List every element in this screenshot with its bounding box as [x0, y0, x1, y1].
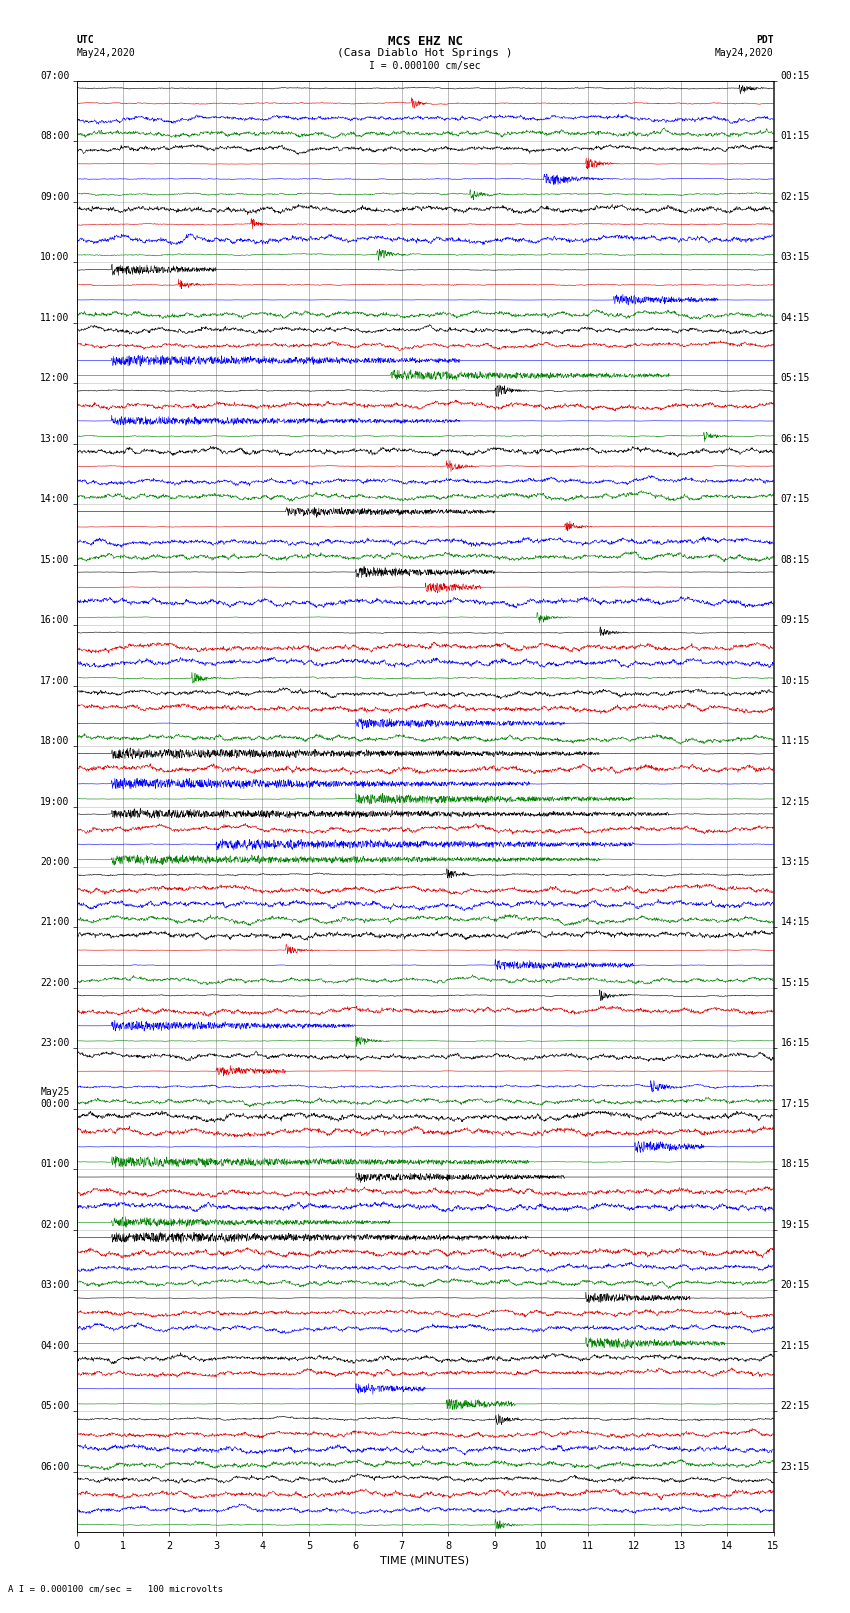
Text: (Casa Diablo Hot Springs ): (Casa Diablo Hot Springs ): [337, 48, 513, 58]
Text: I = 0.000100 cm/sec: I = 0.000100 cm/sec: [369, 61, 481, 71]
X-axis label: TIME (MINUTES): TIME (MINUTES): [381, 1555, 469, 1566]
Text: PDT: PDT: [756, 35, 774, 45]
Text: May24,2020: May24,2020: [76, 48, 135, 58]
Text: MCS EHZ NC: MCS EHZ NC: [388, 35, 462, 48]
Text: May24,2020: May24,2020: [715, 48, 774, 58]
Text: UTC: UTC: [76, 35, 94, 45]
Text: A I = 0.000100 cm/sec =   100 microvolts: A I = 0.000100 cm/sec = 100 microvolts: [8, 1584, 224, 1594]
